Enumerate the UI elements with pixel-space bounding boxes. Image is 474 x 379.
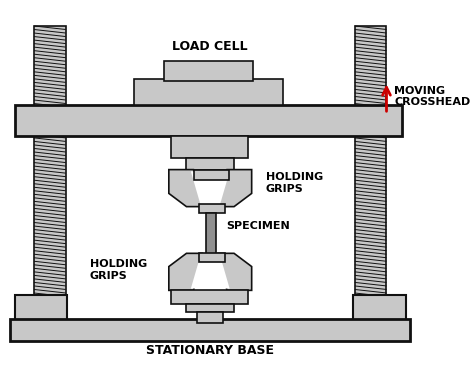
Polygon shape <box>218 253 252 290</box>
Text: STATIONARY BASE: STATIONARY BASE <box>146 344 274 357</box>
Polygon shape <box>169 170 202 207</box>
Polygon shape <box>191 171 229 205</box>
Bar <box>34 135 66 295</box>
Bar <box>10 318 410 341</box>
Bar <box>199 204 225 213</box>
Bar <box>171 136 248 158</box>
Bar <box>355 26 386 108</box>
Bar <box>164 61 253 81</box>
Text: HOLDING
GRIPS: HOLDING GRIPS <box>266 172 323 194</box>
Bar <box>193 170 229 180</box>
Text: MOVING
CROSSHEAD: MOVING CROSSHEAD <box>394 86 471 107</box>
Text: HOLDING
GRIPS: HOLDING GRIPS <box>90 259 147 281</box>
Text: LOAD CELL: LOAD CELL <box>173 40 248 53</box>
Bar <box>197 312 223 323</box>
Polygon shape <box>169 253 202 290</box>
Bar <box>186 304 234 312</box>
Polygon shape <box>218 170 252 207</box>
Bar <box>15 105 402 136</box>
Bar <box>15 295 67 323</box>
Bar <box>34 26 66 108</box>
Text: SPECIMEN: SPECIMEN <box>226 221 290 231</box>
Polygon shape <box>191 255 229 288</box>
Bar <box>206 213 217 255</box>
Bar <box>134 79 283 105</box>
Bar <box>186 158 234 171</box>
Bar <box>199 253 225 262</box>
Bar <box>171 290 248 304</box>
Bar <box>355 135 386 295</box>
Bar <box>353 295 406 323</box>
